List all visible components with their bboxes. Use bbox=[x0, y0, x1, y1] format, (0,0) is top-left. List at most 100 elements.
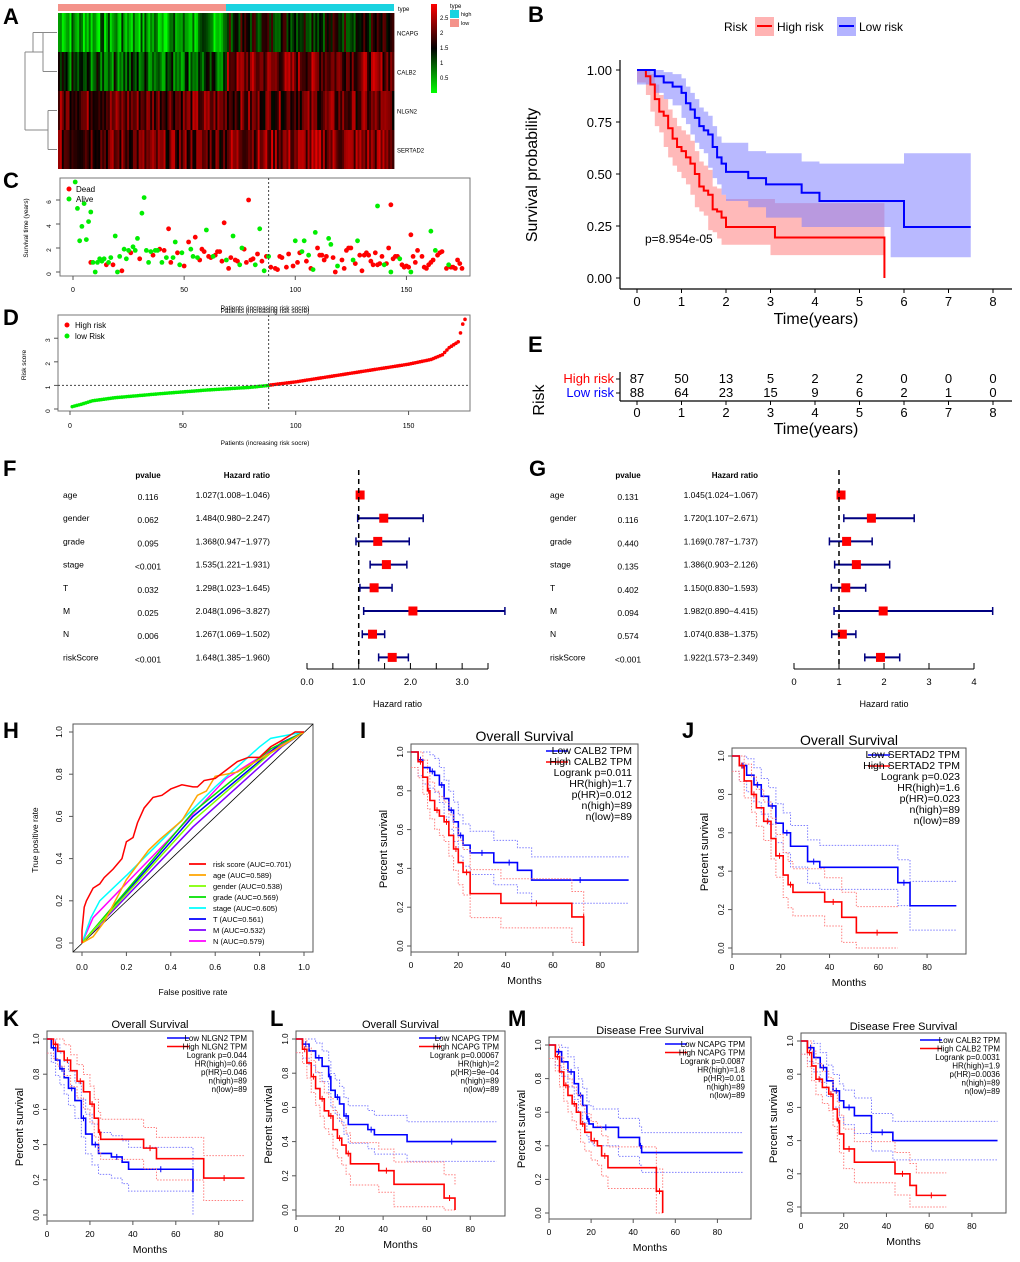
row-hazard-ratio: 1.267(1.069−1.502) bbox=[196, 629, 271, 639]
point-alive bbox=[335, 263, 340, 269]
heatmap-cell bbox=[113, 91, 116, 130]
point-alive bbox=[292, 238, 298, 244]
heatmap-cell bbox=[392, 130, 395, 169]
y-tick-label: 0.8 bbox=[717, 788, 726, 800]
point-alive bbox=[143, 248, 149, 253]
heatmap-cell bbox=[349, 91, 353, 130]
legend-label: Low SERTAD2 TPM bbox=[865, 749, 960, 761]
heatmap-cell bbox=[129, 13, 132, 52]
stat-text: n(high)=89 bbox=[962, 1079, 1001, 1088]
heatmap-cell bbox=[232, 130, 236, 169]
legend-label: High CALB2 TPM bbox=[937, 1045, 1000, 1054]
heatmap-cell bbox=[232, 13, 236, 52]
plot-frame bbox=[410, 743, 639, 953]
stat-text: n(high)=89 bbox=[582, 800, 633, 812]
heatmap-cell bbox=[117, 91, 120, 130]
heatmap-cell bbox=[146, 13, 149, 52]
heatmap-cell bbox=[340, 91, 343, 130]
heatmap-cell bbox=[67, 130, 70, 169]
heatmap-cell bbox=[307, 130, 310, 169]
point-alive bbox=[112, 233, 118, 239]
ci-lower-low bbox=[732, 770, 957, 931]
heatmap-cell bbox=[98, 13, 101, 52]
x-tick-label: 60 bbox=[548, 960, 558, 970]
plot-frame bbox=[59, 177, 471, 277]
heatmap-cell bbox=[86, 52, 90, 91]
heatmap-cell bbox=[369, 52, 372, 91]
heatmap-cell bbox=[90, 130, 93, 169]
heatmap-cell bbox=[148, 13, 151, 52]
heatmap-cell bbox=[79, 91, 82, 130]
heatmap-cell bbox=[353, 13, 356, 52]
heatmap-cell bbox=[150, 13, 153, 52]
heatmap-cell bbox=[292, 91, 295, 130]
risk-count: 2 bbox=[811, 371, 818, 386]
heatmap-cell bbox=[203, 130, 207, 169]
risk-count: 0 bbox=[900, 371, 907, 386]
y-tick-label: 0.0 bbox=[281, 1204, 290, 1216]
heatmap-cell bbox=[190, 13, 193, 52]
heatmap-cell bbox=[169, 130, 172, 169]
heatmap-cell bbox=[165, 130, 168, 169]
heatmap-cell bbox=[171, 91, 174, 130]
heatmap-cell bbox=[296, 130, 299, 169]
heatmap-cell bbox=[271, 52, 274, 91]
risk-count: 0 bbox=[945, 371, 952, 386]
heatmap-cell bbox=[107, 91, 111, 130]
heatmap-cell bbox=[157, 130, 161, 169]
heatmap-cell bbox=[61, 52, 65, 91]
heatmap-cell bbox=[273, 130, 276, 169]
heatmap-cell bbox=[82, 52, 86, 91]
y-tick-label: 0.8 bbox=[786, 1068, 795, 1080]
x-axis-label: Months bbox=[507, 975, 541, 987]
heatmap-cell bbox=[127, 52, 130, 91]
heatmap-cell bbox=[111, 91, 115, 130]
x-tick-label: 0 bbox=[71, 287, 75, 294]
ci-upper-low bbox=[732, 755, 957, 882]
heatmap-cell bbox=[155, 91, 159, 130]
point-alive bbox=[163, 255, 169, 260]
x-tick-label: 40 bbox=[882, 1221, 892, 1231]
survival-curve-high bbox=[549, 1044, 664, 1213]
heatmap-cell bbox=[251, 91, 255, 130]
plot-title: Overall Survival bbox=[475, 728, 573, 744]
point-high-risk bbox=[440, 352, 445, 357]
heatmap-cell bbox=[315, 91, 318, 130]
x-tick-label: 0 bbox=[547, 1227, 552, 1237]
stat-text: n(high)=89 bbox=[910, 804, 961, 816]
heatmap-cell bbox=[248, 13, 251, 52]
heatmap-cell bbox=[94, 130, 97, 169]
heatmap-cell bbox=[307, 13, 310, 52]
heatmap-cell bbox=[226, 52, 230, 91]
heatmap-cell bbox=[161, 52, 164, 91]
row-label-m: M bbox=[550, 606, 557, 616]
panel-letter-d: D bbox=[3, 305, 19, 330]
stat-text: p(HR)=0.046 bbox=[201, 1068, 248, 1077]
heatmap-cell bbox=[324, 91, 328, 130]
heatmap-cell bbox=[357, 130, 360, 169]
heatmap-cell bbox=[178, 52, 182, 91]
heatmap-cell bbox=[79, 13, 82, 52]
heatmap-cell bbox=[372, 52, 376, 91]
heatmap-cell bbox=[92, 52, 95, 91]
heatmap-cell bbox=[248, 91, 251, 130]
heatmap-cell bbox=[286, 13, 289, 52]
heatmap-cell bbox=[111, 13, 115, 52]
heatmap-cell bbox=[148, 52, 151, 91]
heatmap-cell bbox=[238, 52, 241, 91]
row-hazard-ratio: 1.045(1.024−1.067) bbox=[684, 490, 759, 500]
risk-count: 5 bbox=[767, 371, 774, 386]
point-dead bbox=[246, 197, 252, 203]
point-alive bbox=[148, 249, 154, 255]
heatmap-cell bbox=[342, 130, 345, 169]
row-pvalue: 0.006 bbox=[137, 631, 159, 641]
point-dead bbox=[430, 257, 436, 263]
heatmap-cell bbox=[390, 52, 393, 91]
heatmap-cell bbox=[328, 130, 332, 169]
x-tick-label: 40 bbox=[501, 960, 511, 970]
heatmap-cell bbox=[367, 13, 370, 52]
heatmap-cell bbox=[384, 52, 387, 91]
y-tick-label: 0.0 bbox=[717, 942, 726, 954]
x-tick-label: 0.8 bbox=[254, 962, 266, 972]
